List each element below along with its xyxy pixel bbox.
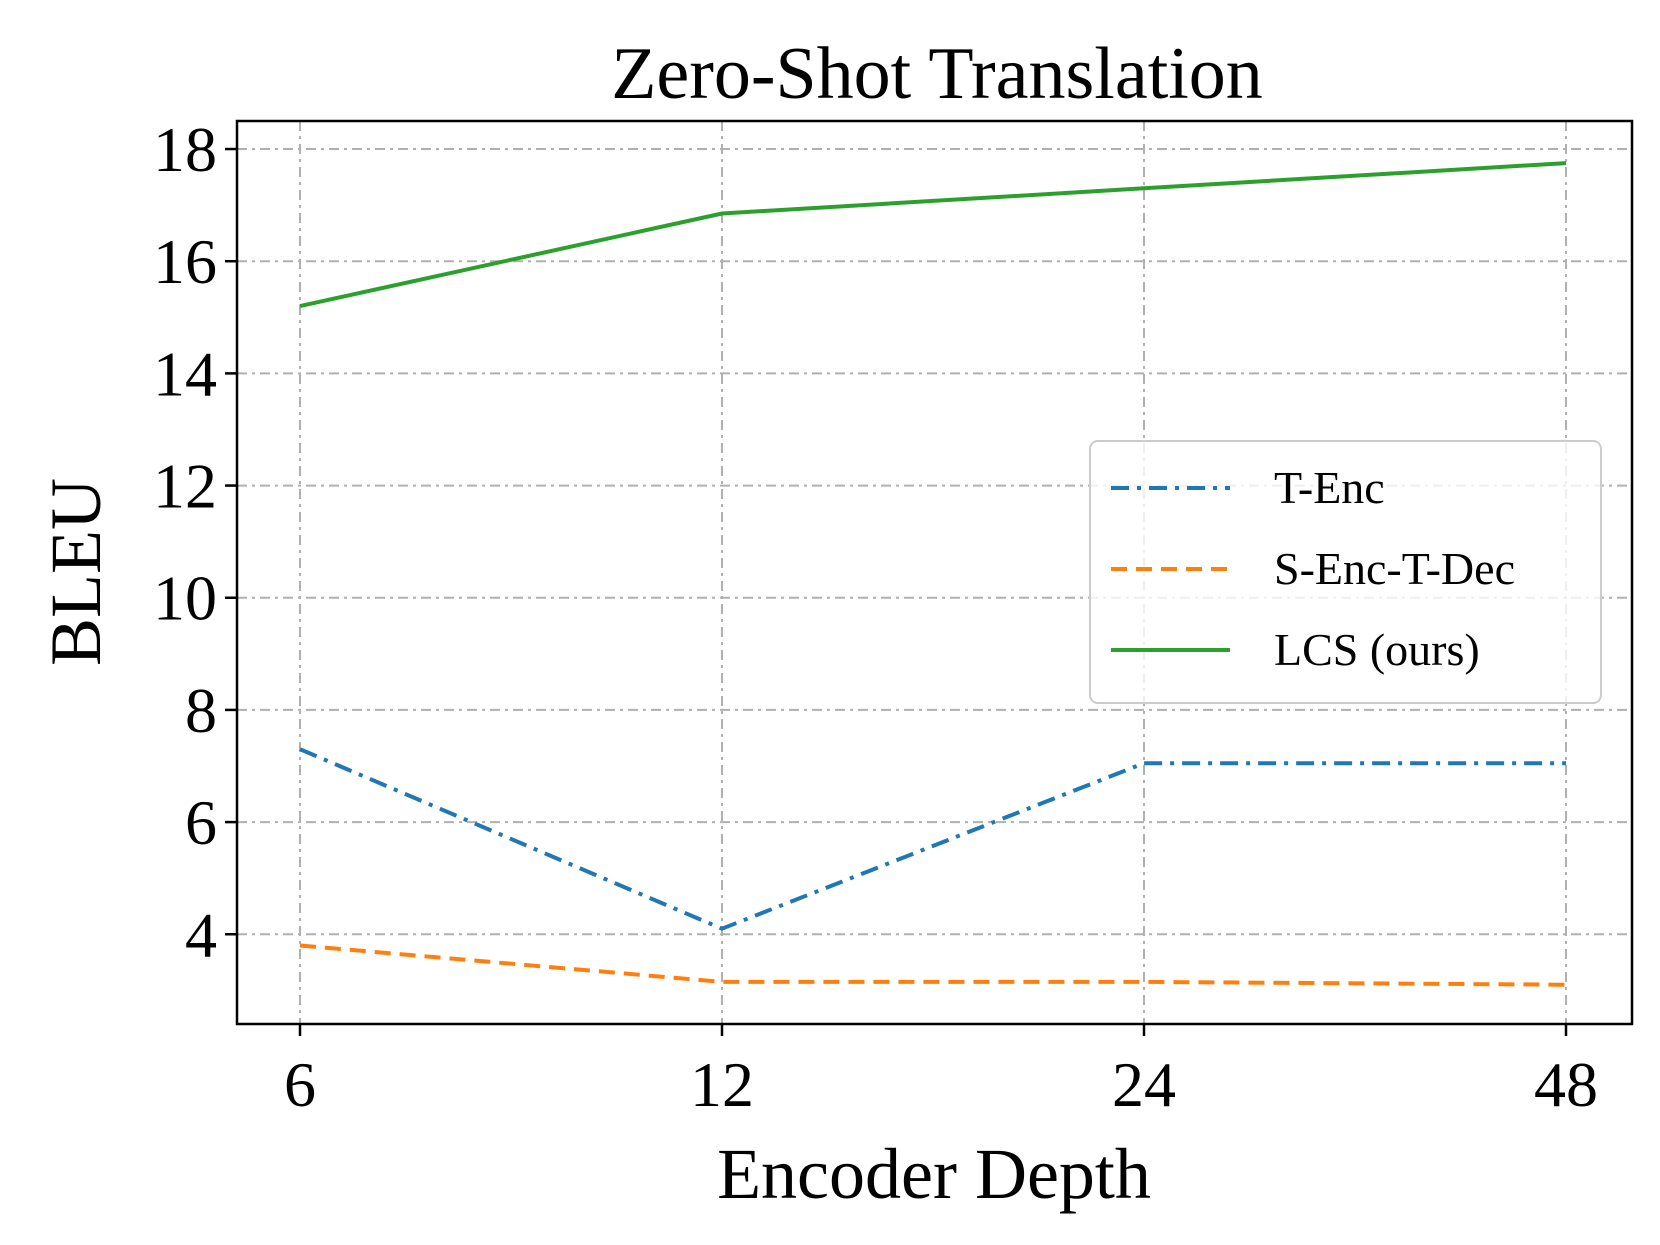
y-axis-label: BLEU [36,478,116,666]
series-line-0 [299,747,1566,931]
y-tick-label: 10 [153,563,217,634]
x-axis-label: Encoder Depth [717,1134,1151,1214]
legend-box [1089,440,1602,704]
x-tick-label: 24 [1112,1049,1176,1120]
y-tick-label: 14 [153,338,217,409]
plot-frame [235,119,1634,1026]
y-tick-label: 18 [153,114,217,185]
series-line-1 [299,943,1567,987]
y-tick-label: 16 [153,226,217,297]
x-tick-label: 12 [690,1049,754,1120]
y-tick-label: 6 [185,787,217,858]
series-group [299,161,1567,987]
legend-label: LCS (ours) [1274,624,1480,675]
y-tick-label: 12 [153,451,217,522]
x-tick-label: 6 [284,1049,316,1120]
y-tick-label: 4 [185,899,217,970]
series-line-2 [299,161,1567,309]
legend-label: T-Enc [1274,462,1385,513]
legend: T-Enc S-Enc-T-Dec LCS (ours) [1089,440,1602,704]
y-tick-label: 8 [185,675,217,746]
x-tick-label: 48 [1534,1049,1598,1120]
legend-label: S-Enc-T-Dec [1274,543,1515,594]
axis-ticks: 6 12 24 48 4 6 8 10 12 14 16 18 [153,114,1598,1120]
grid [237,121,1632,1024]
chart-title: Zero-Shot Translation [611,33,1263,115]
